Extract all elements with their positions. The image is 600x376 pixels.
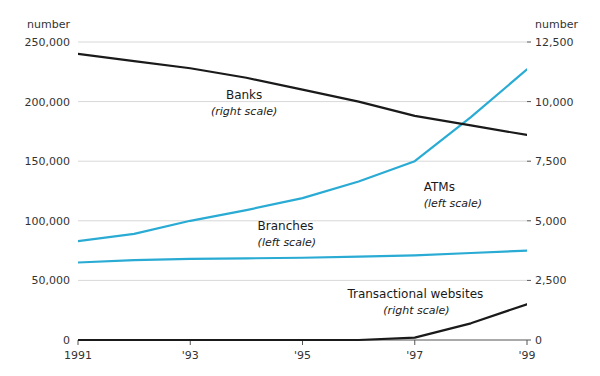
annotation: (right scale) (211, 105, 277, 118)
y2-tick-label: 0 (535, 334, 542, 347)
y2-tick-label: 5,000 (535, 215, 567, 228)
annotation: (right scale) (383, 304, 449, 317)
grid-line (78, 161, 527, 162)
series-label: Banks (226, 88, 262, 102)
y-axis-label: number (27, 18, 70, 31)
y-tick-label: 250,000 (25, 36, 71, 49)
x-tick-label: '93 (182, 349, 199, 362)
grid-line (78, 42, 527, 43)
axes: 0 50,000 100,000 150,000 200,000 250,000 0 2,50… (25, 18, 579, 362)
grid-line (78, 280, 527, 281)
y2-tick (527, 101, 531, 102)
series-line (78, 304, 527, 340)
y2-tick-label: 10,000 (535, 96, 574, 109)
series-label: ATMs (424, 180, 455, 194)
x-tick-label: 1991 (64, 349, 92, 362)
y2-tick-label: 2,500 (535, 274, 567, 287)
y2-tick-label: 7,500 (535, 155, 567, 168)
y2-tick (527, 280, 531, 281)
y-tick-label: 150,000 (25, 155, 71, 168)
x-tick (414, 340, 415, 345)
x-tick (527, 340, 528, 345)
y-tick-label: 0 (63, 334, 70, 347)
annotation: (left scale) (258, 236, 316, 249)
y2-tick (527, 340, 531, 341)
grid (78, 42, 527, 340)
series-label: Branches (258, 219, 314, 233)
y-tick-label: 50,000 (32, 274, 71, 287)
y-tick-label: 100,000 (25, 215, 71, 228)
y2-tick (527, 42, 531, 43)
x-tick-label: '99 (518, 349, 535, 362)
annotations: ATMs (left scale) Branches (left scale) Bank… (211, 88, 483, 318)
x-tick-label: '95 (294, 349, 311, 362)
lines (78, 54, 527, 340)
series-line (78, 54, 527, 135)
y2-tick (527, 220, 531, 221)
y2-axis-label: number (535, 18, 578, 31)
y2-tick (527, 161, 531, 162)
grid-line (78, 101, 527, 102)
x-tick-label: '97 (406, 349, 423, 362)
series-line (78, 251, 527, 263)
chart: 0 50,000 100,000 150,000 200,000 250,000 0 2,50… (0, 0, 600, 376)
annotation: (left scale) (424, 197, 482, 210)
series-label: Transactional websites (346, 287, 483, 301)
series-line (78, 69, 527, 241)
y2-tick-label: 12,500 (535, 36, 574, 49)
y-tick-label: 200,000 (25, 96, 71, 109)
